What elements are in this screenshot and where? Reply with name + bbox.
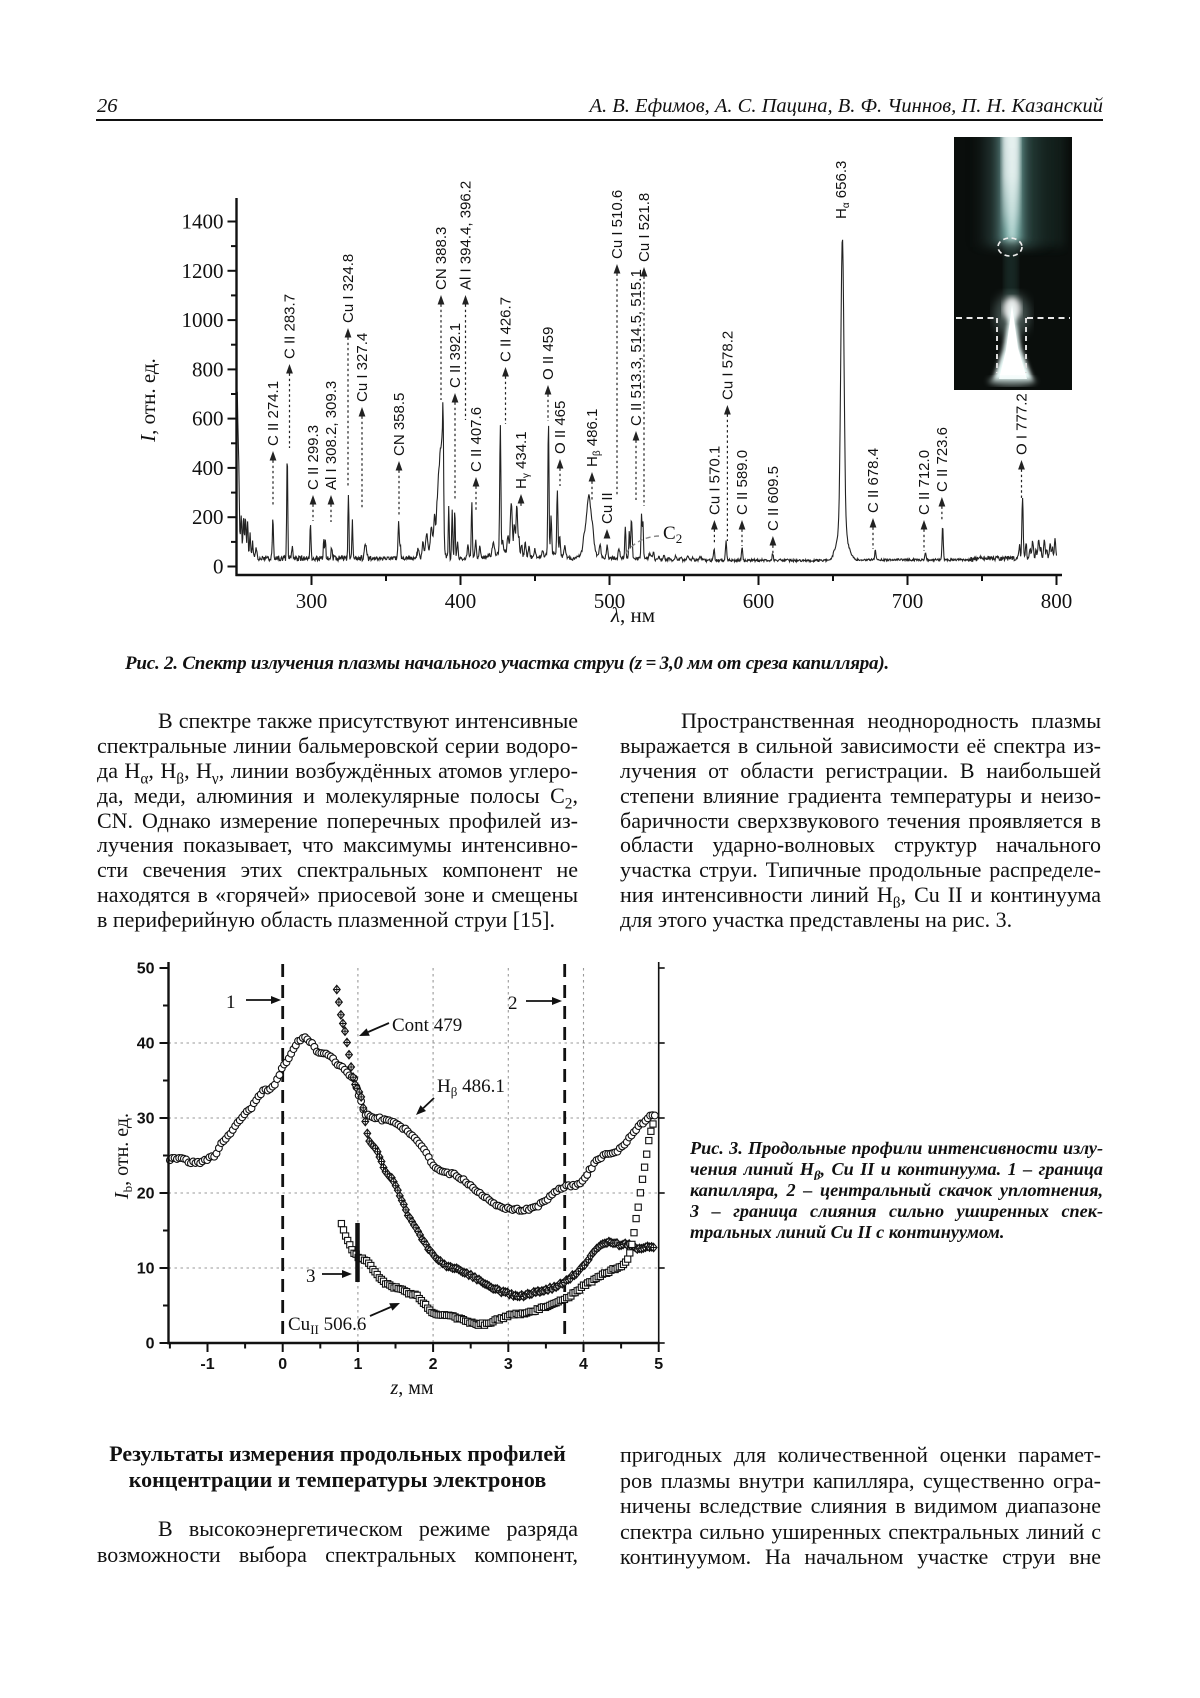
svg-text:4: 4: [579, 1356, 588, 1373]
svg-text:O II 465: O II 465: [552, 401, 569, 454]
svg-text:Cu I 510.6: Cu I 510.6: [609, 190, 626, 259]
svg-text:C II 513.3, 514.5, 515.1: C II 513.3, 514.5, 515.1: [628, 269, 645, 426]
svg-text:400: 400: [192, 456, 224, 480]
svg-text:λ, нм: λ, нм: [610, 603, 655, 627]
svg-text:Al I 394.4, 396.2: Al I 394.4, 396.2: [458, 181, 475, 290]
svg-text:20: 20: [137, 1186, 155, 1203]
svg-text:Al I 308.2, 309.3: Al I 308.2, 309.3: [323, 381, 340, 490]
svg-text:Hβ 486.1: Hβ 486.1: [437, 1076, 505, 1099]
svg-text:C II 712.0: C II 712.0: [916, 450, 933, 515]
svg-text:400: 400: [445, 589, 477, 613]
svg-text:C II 609.5: C II 609.5: [765, 466, 782, 531]
svg-text:50: 50: [137, 961, 155, 978]
svg-text:1200: 1200: [182, 259, 224, 283]
svg-text:700: 700: [892, 589, 924, 613]
svg-text:10: 10: [137, 1261, 155, 1278]
svg-text:Cu I 327.4: Cu I 327.4: [354, 333, 371, 402]
svg-text:0: 0: [146, 1336, 155, 1353]
svg-text:C II 299.3: C II 299.3: [305, 425, 322, 490]
svg-text:-1: -1: [200, 1356, 214, 1373]
svg-text:z, мм: z, мм: [389, 1377, 433, 1399]
svg-text:600: 600: [743, 589, 775, 613]
svg-text:C II 678.4: C II 678.4: [865, 448, 882, 513]
svg-text:C II 283.7: C II 283.7: [282, 294, 299, 359]
svg-text:40: 40: [137, 1036, 155, 1053]
svg-text:Cu I 521.8: Cu I 521.8: [636, 193, 653, 262]
svg-text:CN 388.3: CN 388.3: [433, 227, 450, 290]
svg-text:3: 3: [504, 1356, 513, 1373]
svg-text:Cu I 324.8: Cu I 324.8: [340, 254, 357, 323]
svg-text:Cu II: Cu II: [599, 492, 616, 524]
svg-text:C II 589.0: C II 589.0: [734, 450, 751, 515]
svg-text:O I 777.2: O I 777.2: [1014, 393, 1031, 455]
svg-text:Hγ 434.1: Hγ 434.1: [513, 431, 532, 489]
svg-text:Cu I 578.2: Cu I 578.2: [719, 331, 736, 400]
svg-text:3: 3: [306, 1266, 316, 1287]
svg-text:300: 300: [296, 589, 328, 613]
svg-text:C II 407.6: C II 407.6: [468, 407, 485, 472]
svg-text:C II 723.6: C II 723.6: [934, 427, 951, 492]
svg-text:600: 600: [192, 407, 224, 431]
svg-text:Hα 656.3: Hα 656.3: [833, 161, 852, 219]
svg-text:C II 274.1: C II 274.1: [265, 381, 282, 446]
svg-text:Ib, отн. ед.: Ib, отн. ед.: [111, 1113, 135, 1200]
svg-text:Hβ 486.1: Hβ 486.1: [584, 409, 603, 467]
svg-text:1: 1: [226, 992, 236, 1013]
svg-text:2: 2: [429, 1356, 438, 1373]
svg-text:C2: C2: [663, 523, 682, 546]
svg-text:1: 1: [353, 1356, 362, 1373]
svg-text:CuII 506.6: CuII 506.6: [288, 1314, 366, 1337]
svg-text:1400: 1400: [182, 210, 224, 234]
svg-text:800: 800: [1041, 589, 1073, 613]
svg-text:1000: 1000: [182, 308, 224, 332]
svg-text:CN 358.5: CN 358.5: [391, 393, 408, 456]
svg-text:C II 392.1: C II 392.1: [447, 323, 464, 388]
svg-text:800: 800: [192, 357, 224, 381]
svg-text:500: 500: [594, 589, 626, 613]
svg-text:Cont 479: Cont 479: [392, 1015, 462, 1036]
svg-text:I, отн. ед.: I, отн. ед.: [136, 358, 160, 443]
svg-text:Cu I 570.1: Cu I 570.1: [706, 446, 723, 515]
svg-text:2: 2: [508, 993, 518, 1014]
svg-text:C II 426.7: C II 426.7: [498, 297, 515, 362]
svg-text:30: 30: [137, 1111, 155, 1128]
svg-text:5: 5: [654, 1356, 663, 1373]
svg-text:O II 459: O II 459: [540, 327, 557, 380]
svg-text:0: 0: [213, 555, 224, 579]
svg-text:200: 200: [192, 505, 224, 529]
svg-text:0: 0: [278, 1356, 287, 1373]
